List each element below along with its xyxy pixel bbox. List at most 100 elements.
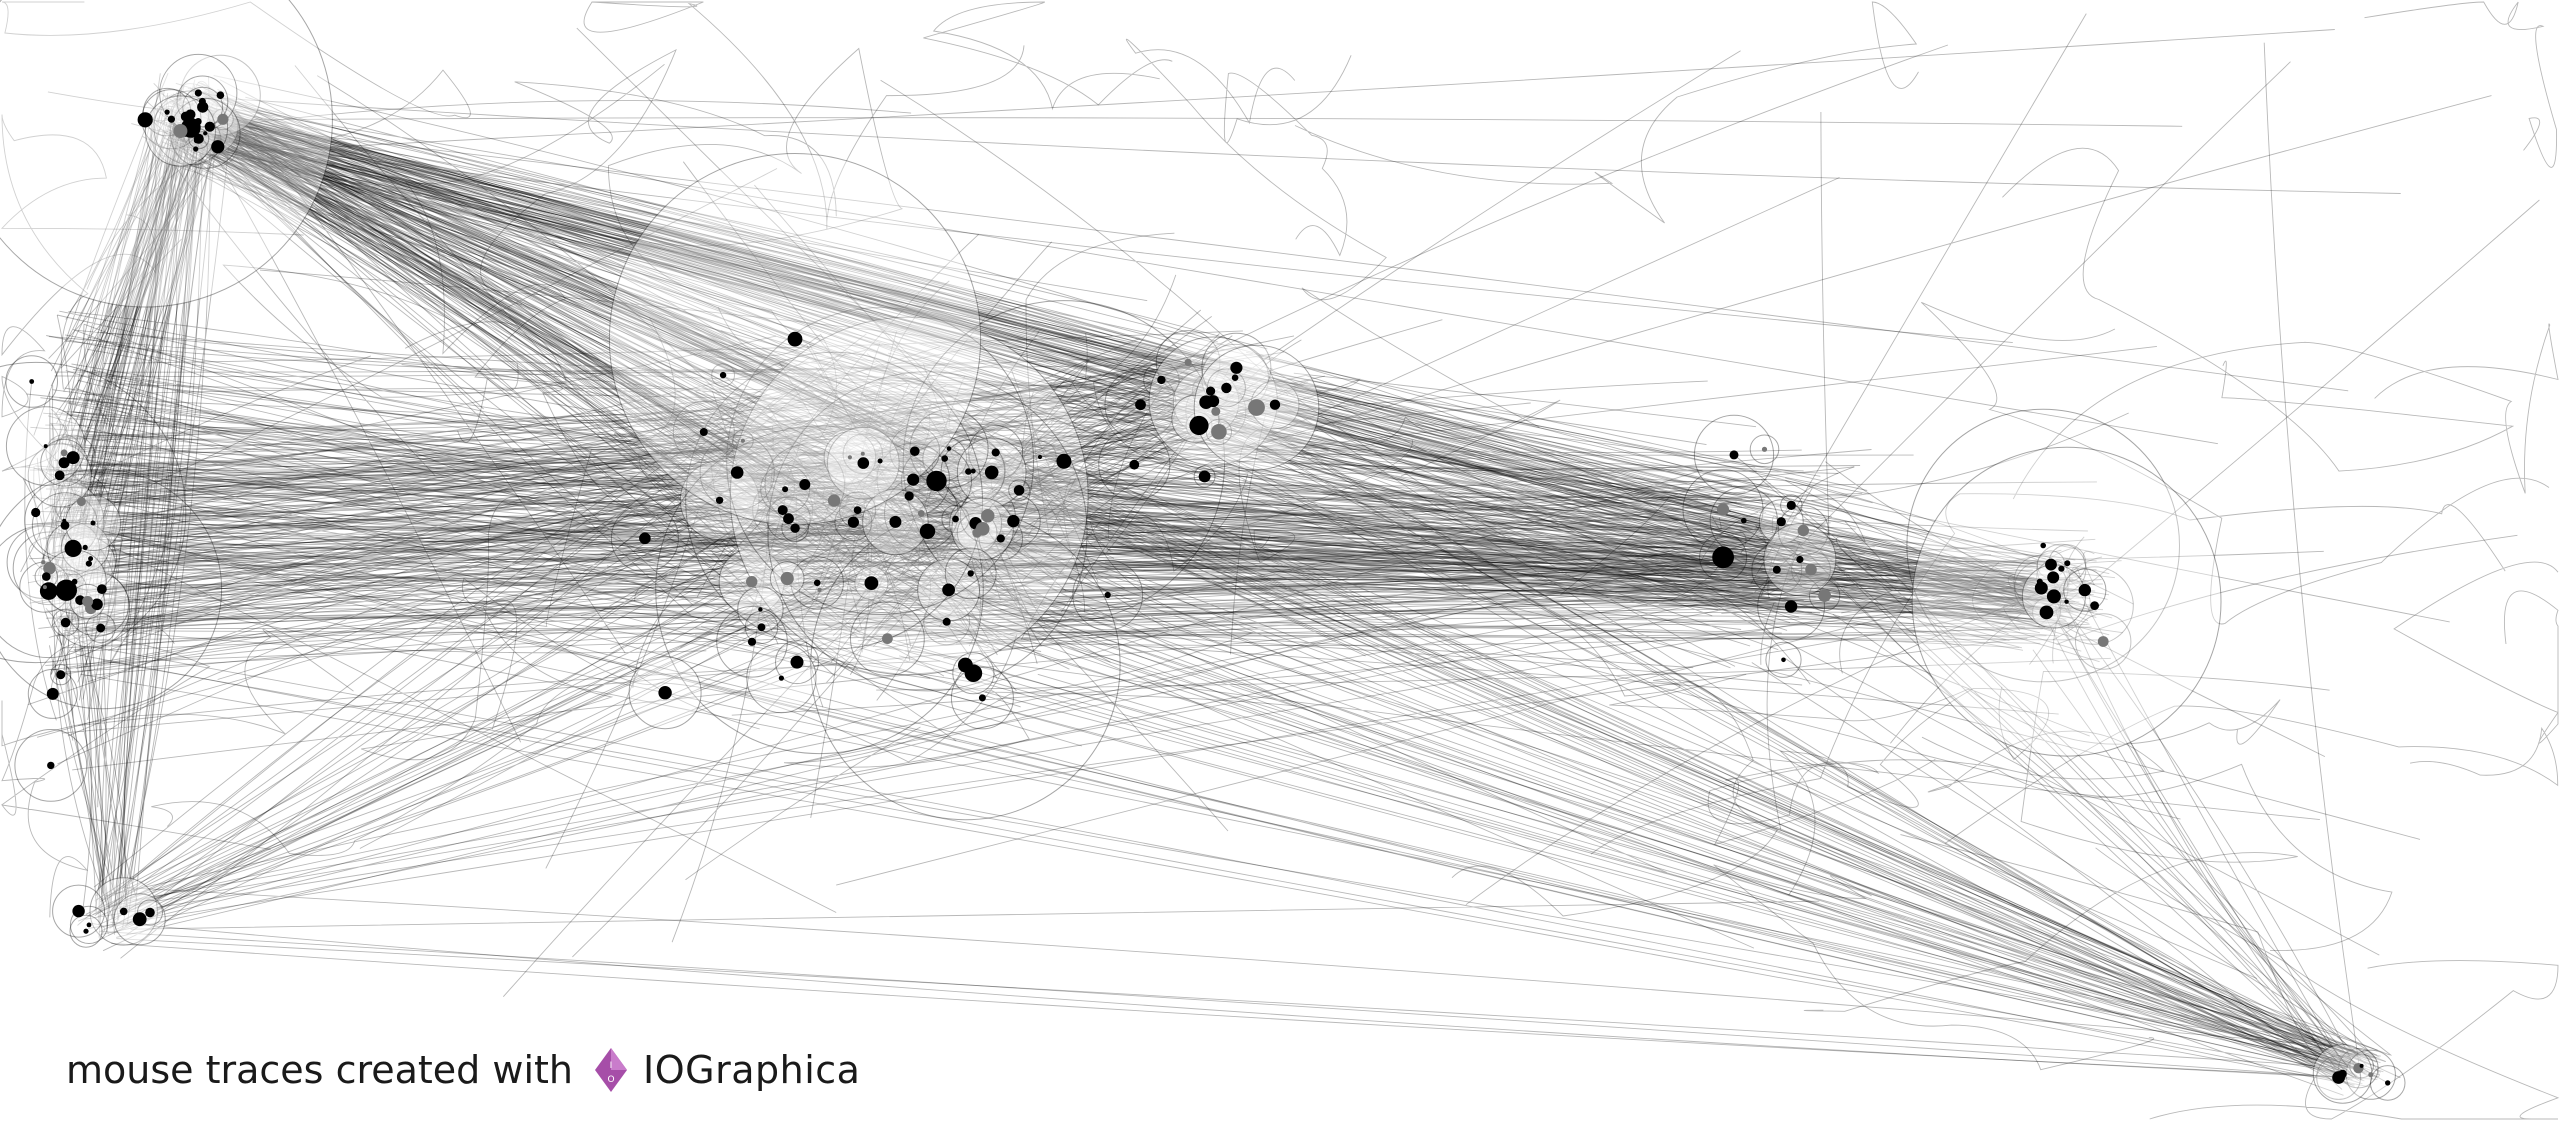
pause-dot: [46, 687, 59, 700]
pause-dot: [853, 506, 862, 514]
pause-dot: [2040, 542, 2046, 549]
pause-dot: [715, 496, 724, 504]
pause-ring: [842, 433, 883, 474]
pause-dot: [952, 515, 959, 523]
pause-dot: [2368, 1072, 2374, 1078]
pause-dot: [60, 617, 71, 628]
pause-ring: [1104, 368, 1177, 441]
pause-ring: [1777, 505, 1829, 556]
pause-dot: [119, 907, 128, 916]
pause-dot: [29, 379, 35, 384]
pause-dot: [2090, 601, 2100, 610]
pause-ring: [1185, 380, 1247, 442]
pause-dot: [1712, 546, 1734, 569]
pause-dot: [167, 115, 175, 123]
pause-dot: [904, 491, 914, 501]
pause-dot: [2039, 605, 2054, 620]
pause-dot: [799, 479, 811, 490]
pause-ring: [1699, 533, 1748, 582]
pause-ring: [850, 601, 925, 676]
pause-ring: [767, 371, 1088, 692]
pause-ring: [14, 729, 88, 802]
pause-dot: [193, 146, 199, 152]
pause-ring: [1749, 434, 1780, 465]
pause-dot: [1206, 386, 1216, 396]
pause-dot: [72, 904, 85, 918]
pause-ring: [1808, 579, 1841, 612]
pause-dot: [1135, 399, 1146, 411]
pause-dot: [1805, 563, 1817, 576]
pause-dot: [2047, 571, 2060, 584]
pause-dot: [970, 468, 976, 474]
pause-dot: [1207, 395, 1220, 408]
pause-dot: [790, 523, 800, 533]
pause-dot: [1248, 399, 1265, 416]
pause-dot: [981, 509, 995, 523]
pause-dot: [1797, 524, 1810, 537]
pause-dot: [2097, 636, 2109, 647]
pause-dot: [827, 494, 841, 507]
pause-dot: [56, 670, 66, 680]
pause-ring: [0, 468, 223, 710]
pause-dot: [1729, 450, 1739, 460]
pause-dot: [984, 465, 999, 480]
pause-ring: [876, 442, 950, 517]
pause-ring: [2013, 555, 2067, 608]
pause-ring: [176, 75, 229, 128]
pause-dot: [1198, 470, 1211, 483]
pause-dot: [2338, 1069, 2347, 1079]
pause-dot: [2359, 1063, 2364, 1068]
pause-dot: [782, 486, 789, 493]
pause-dot: [193, 133, 204, 144]
pause-ring: [941, 504, 970, 534]
pause-dot: [978, 694, 986, 702]
pause-dot: [203, 131, 208, 136]
pause-dot: [1104, 591, 1111, 599]
pause-ring: [1155, 330, 1221, 395]
pause-ring: [69, 905, 109, 945]
pause-dot: [1211, 406, 1221, 416]
pause-dot: [85, 560, 92, 567]
pause-dot: [857, 457, 870, 469]
pause-dot: [39, 582, 58, 600]
pause-ring: [764, 444, 846, 525]
pause-ring: [685, 351, 983, 650]
pause-ring: [12, 531, 87, 606]
trace-stroke-group: [38, 50, 2363, 1096]
pause-dot: [1157, 375, 1166, 385]
pause-ring: [51, 608, 80, 637]
pause-ring: [775, 640, 819, 685]
pause-dot: [790, 655, 804, 669]
pause-dot: [996, 534, 1005, 543]
pause-dot: [1761, 446, 1768, 452]
pause-dot: [137, 112, 153, 128]
pause-dot: [2046, 589, 2061, 604]
pause-ring: [839, 491, 877, 529]
pause-dot: [42, 572, 51, 581]
pause-dot: [97, 584, 107, 594]
svg-text:O: O: [607, 1075, 614, 1085]
pause-ring: [901, 445, 972, 517]
pause-dot: [1818, 589, 1831, 602]
pause-ring: [50, 664, 72, 686]
pause-dot: [1786, 500, 1796, 510]
pause-ring: [931, 434, 1006, 509]
pause-ring: [2036, 543, 2087, 594]
caption-brand: IOGraphica: [643, 1048, 861, 1092]
pause-ring: [909, 409, 989, 489]
pause-ring: [50, 434, 96, 481]
pause-dot: [847, 516, 860, 528]
pause-dot: [2045, 558, 2057, 571]
pause-dot: [639, 532, 651, 545]
pause-dot: [941, 455, 948, 462]
pause-dot: [780, 571, 794, 586]
pause-dot: [1193, 416, 1198, 421]
trace-stroke-group: [22, 88, 2381, 1087]
pause-ring: [2338, 1048, 2379, 1089]
pause-dot: [1772, 565, 1781, 574]
pause-dot: [1796, 555, 1804, 564]
pause-ring: [53, 474, 110, 530]
trace-stroke-group: [45, 87, 2381, 1090]
